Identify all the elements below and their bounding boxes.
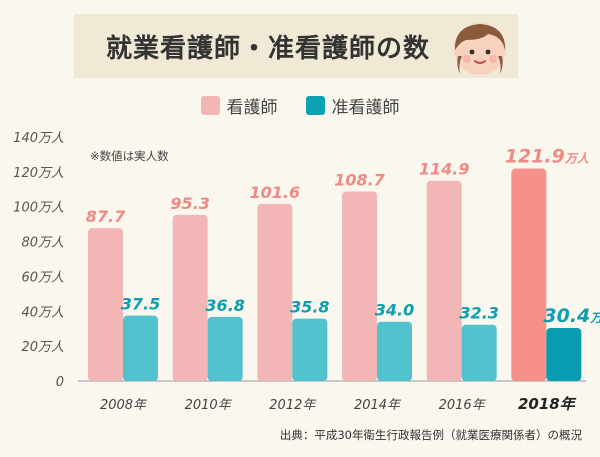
- page-title: 就業看護師・准看護師の数: [105, 33, 430, 64]
- y-tick-label: 100万人: [13, 201, 64, 216]
- data-label-assistant: 36.8: [205, 296, 244, 315]
- data-label-nurse: 101.6: [250, 183, 301, 202]
- x-tick-label: 2010年: [185, 398, 233, 413]
- y-tick-label: 0: [56, 375, 64, 390]
- bar-nurse: [426, 180, 462, 381]
- bar-assistant: [461, 324, 497, 381]
- x-tick-label: 2016年: [439, 398, 487, 413]
- data-label-nurse: 121.9万人: [505, 146, 590, 168]
- data-label-assistant: 32.3: [459, 304, 498, 323]
- bar-nurse: [88, 228, 123, 381]
- y-tick-label: 60万人: [21, 270, 64, 285]
- data-label-assistant: 34.0: [375, 301, 414, 320]
- x-tick-label: 2018年: [518, 395, 577, 413]
- legend-item-assistant: 准看護師: [305, 93, 400, 118]
- bar-assistant: [377, 321, 412, 381]
- source-note: 出典：平成30年衛生行政報告例（就業医療関係者）の概況: [279, 428, 582, 442]
- data-label-assistant: 30.4万人: [543, 305, 600, 327]
- legend-swatch-assistant: [305, 95, 325, 115]
- bar-assistant: [292, 318, 328, 381]
- chart-legend: 看護師 准看護師: [0, 92, 600, 118]
- bar-nurse: [342, 191, 377, 381]
- bar-assistant: [123, 315, 158, 381]
- bar-nurse: [172, 214, 208, 381]
- y-tick-label: 140万人: [13, 131, 64, 146]
- y-tick-label: 120万人: [13, 166, 64, 181]
- bar-nurse: [511, 168, 547, 381]
- x-tick-label: 2012年: [269, 398, 317, 413]
- data-label-nurse: 95.3: [170, 194, 209, 213]
- data-label-assistant: 35.8: [290, 298, 329, 317]
- data-label-nurse: 108.7: [334, 171, 385, 190]
- x-tick-label: 2014年: [354, 398, 402, 413]
- chart-note: ※数値は実人数: [90, 149, 169, 163]
- data-label-nurse: 87.7: [86, 207, 126, 226]
- y-tick-label: 20万人: [21, 340, 64, 355]
- legend-label-nurse: 看護師: [226, 97, 278, 118]
- y-tick-label: 80万人: [21, 236, 64, 251]
- data-label-nurse: 114.9: [419, 160, 470, 179]
- legend-item-nurse: 看護師: [200, 93, 278, 118]
- legend-swatch-nurse: [200, 95, 220, 115]
- y-tick-label: 40万人: [21, 305, 64, 320]
- nurse-face-icon: [454, 23, 506, 75]
- legend-label-assistant: 准看護師: [331, 97, 400, 118]
- data-label-assistant: 37.5: [121, 295, 160, 314]
- title-band: [74, 14, 518, 78]
- bar-assistant: [546, 328, 582, 381]
- bar-nurse: [257, 203, 293, 381]
- bar-assistant: [207, 316, 243, 381]
- x-tick-label: 2008年: [100, 398, 148, 413]
